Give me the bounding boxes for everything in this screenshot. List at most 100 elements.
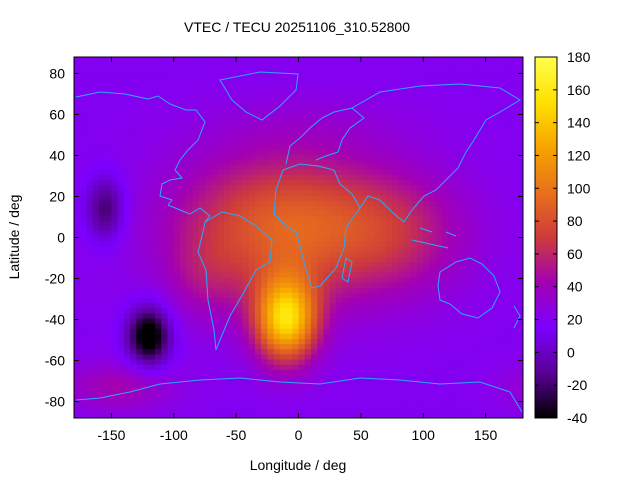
heatmap-cell bbox=[198, 344, 206, 350]
heatmap-cell bbox=[360, 256, 368, 263]
heatmap-cell bbox=[248, 205, 256, 212]
heatmap-cell bbox=[485, 67, 493, 73]
heatmap-cell bbox=[74, 298, 81, 304]
heatmap-cell bbox=[510, 185, 518, 191]
heatmap-cell bbox=[236, 385, 243, 391]
heatmap-cell bbox=[180, 313, 187, 320]
heatmap-cell bbox=[180, 339, 187, 345]
heatmap-cell bbox=[292, 262, 300, 268]
heatmap-cell bbox=[310, 210, 318, 217]
heatmap-cell bbox=[192, 221, 200, 227]
heatmap-cell bbox=[142, 164, 150, 171]
heatmap-cell bbox=[261, 164, 268, 171]
heatmap-cell bbox=[142, 98, 150, 104]
heatmap-cell bbox=[80, 405, 88, 412]
heatmap-cell bbox=[254, 98, 262, 104]
heatmap-cell bbox=[448, 185, 456, 191]
heatmap-cell bbox=[317, 251, 325, 258]
heatmap-cell bbox=[298, 318, 306, 325]
heatmap-cell bbox=[279, 62, 287, 68]
heatmap-cell bbox=[167, 262, 175, 268]
heatmap-cell bbox=[142, 328, 150, 335]
heatmap-cell bbox=[130, 333, 137, 340]
heatmap-cell bbox=[367, 303, 374, 309]
heatmap-cell bbox=[416, 62, 424, 68]
heatmap-cell bbox=[466, 87, 474, 94]
heatmap-cell bbox=[485, 72, 493, 79]
heatmap-cell bbox=[304, 395, 312, 402]
heatmap-cell bbox=[261, 226, 268, 232]
heatmap-cell bbox=[304, 385, 312, 391]
heatmap-cell bbox=[473, 221, 480, 227]
heatmap-cell bbox=[429, 190, 437, 197]
heatmap-cell bbox=[404, 364, 412, 371]
heatmap-cell bbox=[261, 113, 268, 120]
heatmap-cell bbox=[155, 298, 162, 304]
heatmap-cell bbox=[323, 190, 331, 197]
heatmap-cell bbox=[342, 164, 349, 171]
heatmap-cell bbox=[435, 241, 443, 248]
heatmap-cell bbox=[204, 287, 212, 294]
heatmap-cell bbox=[335, 159, 343, 166]
heatmap-cell bbox=[92, 328, 100, 335]
heatmap-cell bbox=[180, 303, 187, 309]
heatmap-cell bbox=[136, 133, 144, 140]
heatmap-cell bbox=[192, 339, 200, 345]
heatmap-cell bbox=[248, 169, 256, 176]
heatmap-cell bbox=[410, 139, 418, 145]
heatmap-cell bbox=[192, 82, 200, 89]
heatmap-cell bbox=[342, 144, 349, 150]
heatmap-cell bbox=[516, 277, 523, 284]
heatmap-cell bbox=[485, 241, 493, 248]
heatmap-cell bbox=[498, 333, 505, 340]
heatmap-cell bbox=[423, 92, 431, 99]
heatmap-cell bbox=[261, 82, 268, 89]
heatmap-cell bbox=[473, 318, 480, 325]
heatmap-cell bbox=[479, 200, 487, 207]
heatmap-cell bbox=[392, 221, 399, 227]
heatmap-cell bbox=[416, 236, 424, 243]
heatmap-cell bbox=[242, 364, 250, 371]
heatmap-cell bbox=[204, 210, 212, 217]
heatmap-cell bbox=[261, 133, 268, 140]
heatmap-cell bbox=[385, 190, 393, 197]
heatmap-cell bbox=[466, 72, 474, 79]
heatmap-cell bbox=[204, 303, 212, 309]
heatmap-cell bbox=[204, 205, 212, 212]
heatmap-cell bbox=[485, 139, 493, 145]
heatmap-cell bbox=[360, 200, 368, 207]
heatmap-cell bbox=[267, 221, 275, 227]
heatmap-cell bbox=[385, 298, 393, 304]
heatmap-cell bbox=[335, 200, 343, 207]
heatmap-cell bbox=[329, 292, 337, 299]
heatmap-cell bbox=[236, 328, 243, 335]
heatmap-cell bbox=[460, 72, 468, 79]
heatmap-cell bbox=[392, 98, 399, 104]
heatmap-cell bbox=[416, 344, 424, 350]
heatmap-cell bbox=[111, 62, 119, 68]
heatmap-cell bbox=[348, 169, 356, 176]
heatmap-cell bbox=[329, 185, 337, 191]
heatmap-cell bbox=[74, 200, 81, 207]
heatmap-cell bbox=[441, 308, 449, 314]
heatmap-cell bbox=[473, 251, 480, 258]
heatmap-cell bbox=[485, 262, 493, 268]
heatmap-cell bbox=[130, 169, 137, 176]
heatmap-cell bbox=[211, 390, 219, 397]
heatmap-cell bbox=[198, 195, 206, 202]
heatmap-cell bbox=[448, 328, 456, 335]
heatmap-cell bbox=[373, 200, 381, 207]
heatmap-cell bbox=[198, 395, 206, 402]
heatmap-cell bbox=[354, 287, 362, 294]
heatmap-cell bbox=[74, 344, 81, 350]
heatmap-cell bbox=[298, 400, 306, 407]
heatmap-cell bbox=[423, 308, 431, 314]
heatmap-cell bbox=[223, 72, 231, 79]
heatmap-cell bbox=[504, 298, 512, 304]
heatmap-cell bbox=[198, 385, 206, 391]
heatmap-cell bbox=[167, 154, 175, 161]
heatmap-cell bbox=[254, 174, 262, 181]
heatmap-cell bbox=[317, 108, 325, 115]
heatmap-cell bbox=[98, 251, 106, 258]
heatmap-cell bbox=[516, 318, 523, 325]
